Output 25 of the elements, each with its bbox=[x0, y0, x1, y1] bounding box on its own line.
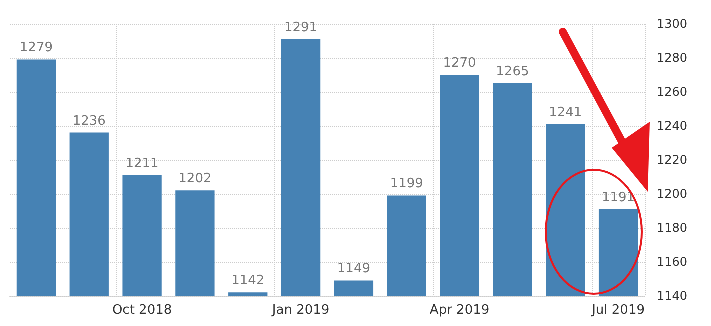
y-tick-label: 1140 bbox=[657, 289, 688, 303]
data-label: 1149 bbox=[337, 262, 371, 277]
x-tick-label: Apr 2019 bbox=[430, 303, 490, 318]
data-label: 1236 bbox=[72, 114, 106, 129]
x-tick-label: Oct 2018 bbox=[112, 303, 172, 318]
y-tick-label: 1200 bbox=[657, 187, 688, 201]
data-label: 1142 bbox=[232, 274, 265, 289]
data-label: 1265 bbox=[496, 64, 530, 80]
data-label: 1241 bbox=[549, 105, 582, 120]
x-tick-label: Jan 2019 bbox=[271, 303, 330, 318]
data-label: 1199 bbox=[390, 176, 424, 192]
data-label: 1202 bbox=[178, 172, 212, 187]
y-tick-label: 1180 bbox=[657, 221, 688, 235]
y-tick-label: 1260 bbox=[657, 85, 688, 99]
data-label: 1291 bbox=[284, 20, 318, 36]
data-label: 1270 bbox=[443, 56, 476, 71]
y-tick-label: 1220 bbox=[657, 153, 688, 167]
y-tick-label: 1160 bbox=[657, 255, 688, 269]
y-tick-label: 1240 bbox=[657, 119, 688, 133]
x-tick-label: Jul 2019 bbox=[591, 303, 645, 318]
data-label: 1279 bbox=[20, 40, 54, 56]
y-tick-label: 1300 bbox=[657, 17, 688, 31]
data-label: 1191 bbox=[602, 190, 636, 206]
data-label: 1211 bbox=[126, 156, 159, 172]
y-tick-label: 1280 bbox=[657, 51, 688, 65]
